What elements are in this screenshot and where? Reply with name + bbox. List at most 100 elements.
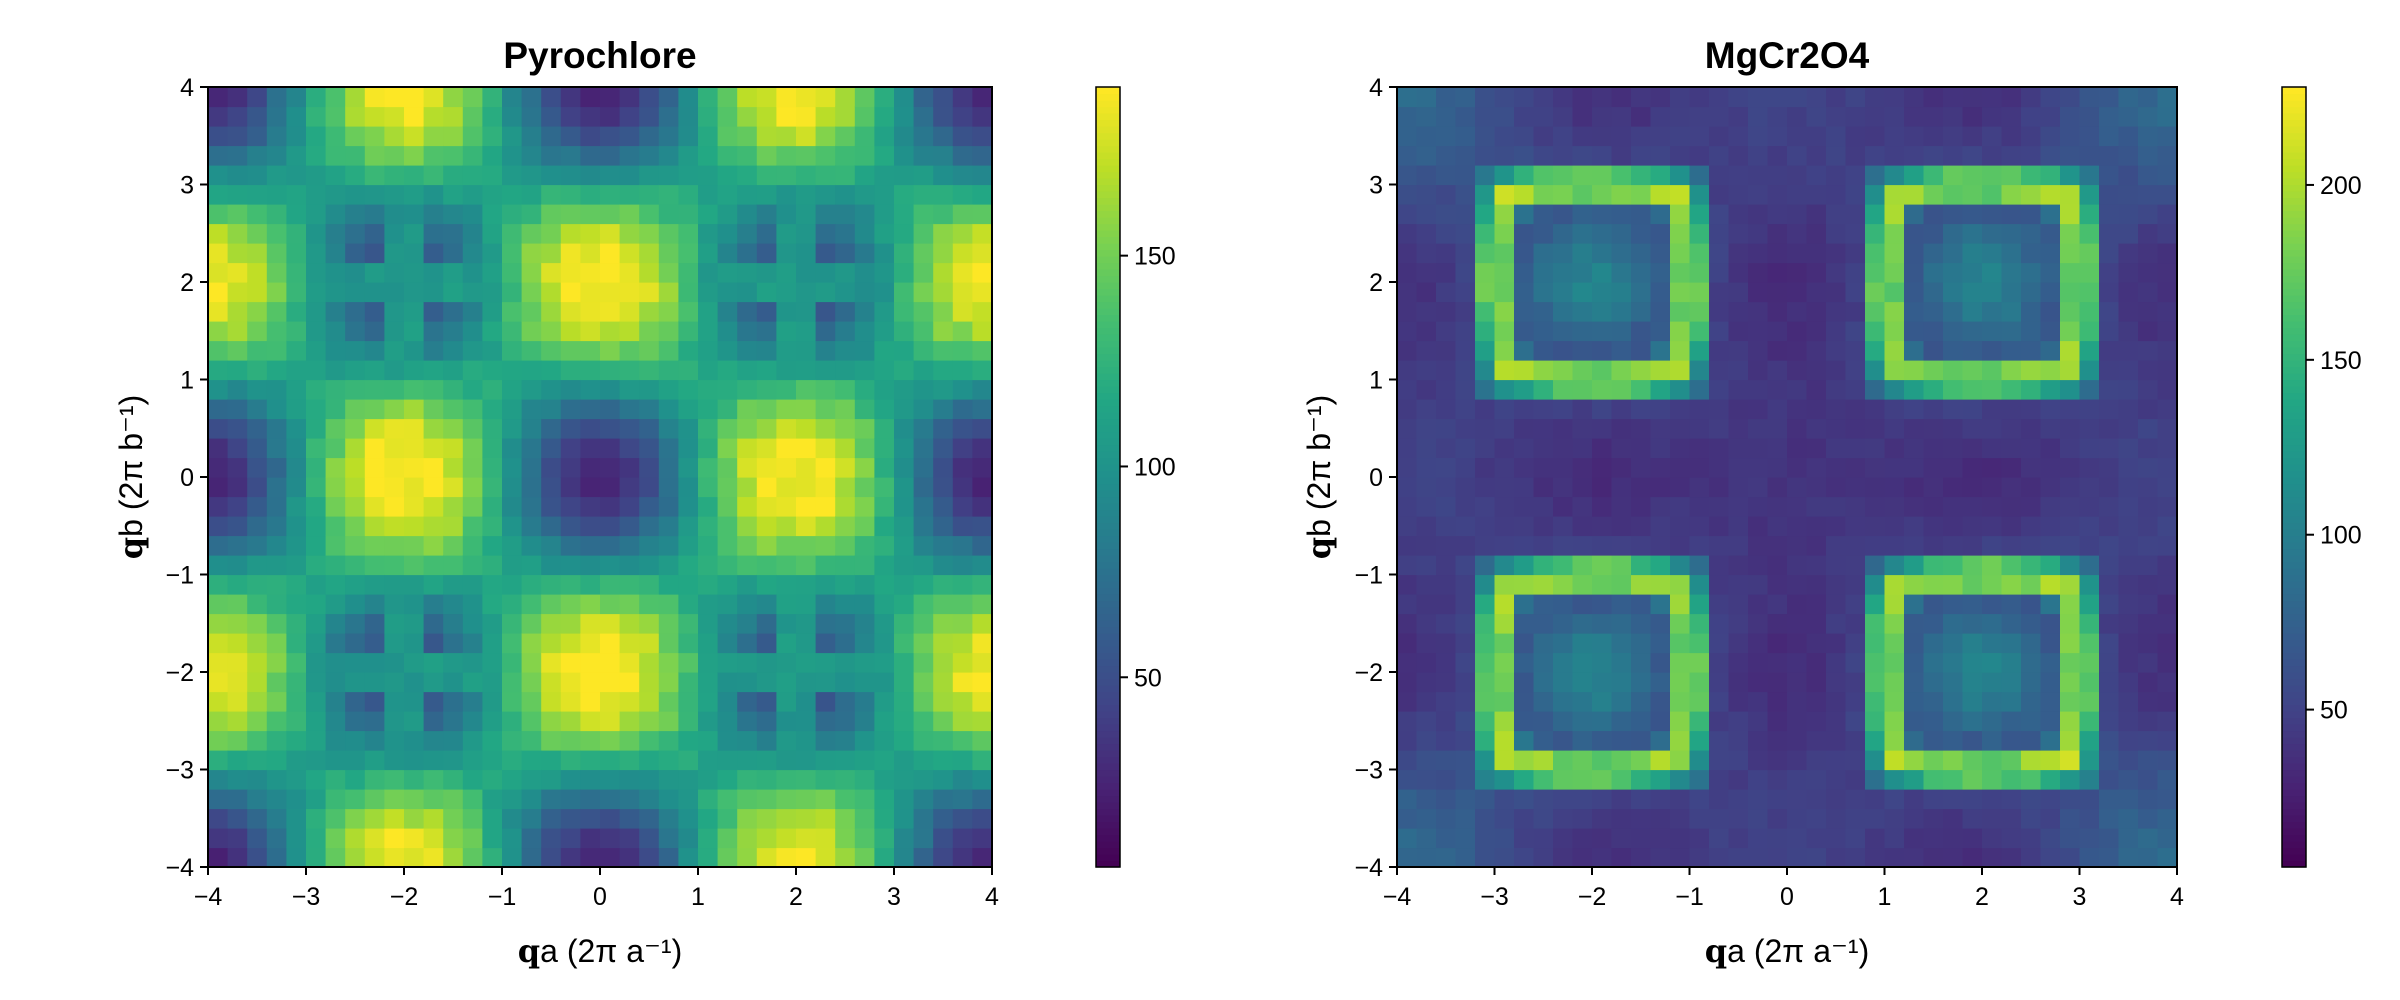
heatmap-cell	[600, 360, 621, 381]
heatmap-cell	[1904, 321, 1925, 342]
heatmap-cell	[1787, 477, 1808, 498]
heatmap-cell	[2060, 594, 2081, 615]
heatmap-cell	[208, 555, 229, 576]
heatmap-cell	[345, 808, 366, 829]
heatmap-cell	[874, 321, 895, 342]
heatmap-cell	[1923, 126, 1944, 147]
colorbar-segment	[2282, 847, 2306, 855]
heatmap-cell	[1670, 555, 1691, 576]
heatmap-cell	[1826, 808, 1847, 829]
heatmap-cell	[286, 438, 307, 459]
heatmap-cell	[423, 730, 444, 751]
x-tick-label: −2	[1578, 883, 1607, 911]
heatmap-cell	[1572, 301, 1593, 322]
heatmap-cell	[639, 711, 660, 732]
heatmap-cell	[325, 399, 346, 420]
heatmap-cell	[1943, 847, 1964, 868]
heatmap-cell	[423, 126, 444, 147]
colorbar-segment	[2282, 87, 2306, 95]
heatmap-cell	[796, 691, 817, 712]
heatmap-cell	[1494, 516, 1515, 537]
heatmap-cell	[306, 340, 327, 361]
heatmap-cell	[1475, 613, 1496, 634]
heatmap-cell	[1943, 672, 1964, 693]
heatmap-cell	[1982, 184, 2003, 205]
heatmap-cell	[2060, 769, 2081, 790]
heatmap-cell	[1884, 516, 1905, 537]
heatmap-cell	[1884, 418, 1905, 439]
heatmap-cell	[835, 555, 856, 576]
heatmap-cell	[1533, 789, 1554, 810]
heatmap-cell	[737, 379, 758, 400]
heatmap-cell	[815, 691, 836, 712]
heatmap-cell	[580, 613, 601, 634]
heatmap-cell	[815, 730, 836, 751]
colorbar-segment	[1096, 132, 1120, 140]
colorbar-segment	[2282, 626, 2306, 634]
heatmap-cell	[306, 223, 327, 244]
heatmap-cell	[874, 399, 895, 420]
heatmap-cell	[678, 243, 699, 264]
colorbar-segment	[1096, 594, 1120, 602]
heatmap-cell	[247, 516, 268, 537]
heatmap-cell	[1845, 516, 1866, 537]
heatmap-cell	[717, 204, 738, 225]
x-tick-label: 3	[887, 883, 901, 911]
heatmap-cell	[835, 769, 856, 790]
heatmap-cell	[1923, 847, 1944, 868]
heatmap-cell	[776, 165, 797, 186]
heatmap-cell	[815, 652, 836, 673]
heatmap-cell	[1904, 496, 1925, 517]
colorbar-segment	[1096, 405, 1120, 413]
heatmap-cell	[698, 574, 719, 595]
colorbar-segment	[1096, 529, 1120, 537]
heatmap-cell	[1884, 613, 1905, 634]
heatmap-cell	[1806, 613, 1827, 634]
heatmap-cell	[1689, 301, 1710, 322]
heatmap-cell	[1436, 321, 1457, 342]
heatmap-cell	[1670, 847, 1691, 868]
heatmap-cell	[2118, 769, 2139, 790]
heatmap-cell	[2040, 555, 2061, 576]
heatmap-cell	[1611, 106, 1632, 127]
heatmap-cell	[521, 808, 542, 829]
heatmap-cell	[1709, 438, 1730, 459]
colorbar-segment	[2282, 457, 2306, 465]
heatmap-cell	[1572, 145, 1593, 166]
heatmap-cell	[619, 126, 640, 147]
heatmap-cell	[1592, 847, 1613, 868]
heatmap-cell	[1397, 789, 1418, 810]
heatmap-cell	[1611, 613, 1632, 634]
colorbar-segment	[2282, 587, 2306, 595]
heatmap-cell	[384, 438, 405, 459]
heatmap-cell	[384, 535, 405, 556]
heatmap-cell	[678, 106, 699, 127]
heatmap-cell	[266, 418, 287, 439]
heatmap-cell	[1904, 399, 1925, 420]
heatmap-cell	[678, 769, 699, 790]
heatmap-cell	[1845, 360, 1866, 381]
heatmap-cell	[2099, 691, 2120, 712]
colorbar-tick-label: 150	[2320, 347, 2362, 375]
heatmap-cell	[1416, 301, 1437, 322]
heatmap-cell	[2138, 340, 2159, 361]
heatmap-cell	[1962, 691, 1983, 712]
heatmap-cell	[2079, 750, 2100, 771]
heatmap-cell	[2157, 847, 2178, 868]
heatmap-cell	[952, 730, 973, 751]
heatmap-cell	[737, 769, 758, 790]
heatmap-cell	[776, 87, 797, 108]
heatmap-cell	[306, 145, 327, 166]
heatmap-cell	[1397, 808, 1418, 829]
heatmap-cell	[541, 184, 562, 205]
heatmap-cell	[600, 145, 621, 166]
heatmap-cell	[286, 555, 307, 576]
heatmap-cell	[1845, 691, 1866, 712]
heatmap-cell	[2001, 301, 2022, 322]
heatmap-cell	[502, 808, 523, 829]
heatmap-cell	[1904, 672, 1925, 693]
heatmap-cell	[737, 340, 758, 361]
colorbar-segment	[2282, 795, 2306, 803]
heatmap-cell	[1650, 808, 1671, 829]
heatmap-cell	[1923, 321, 1944, 342]
